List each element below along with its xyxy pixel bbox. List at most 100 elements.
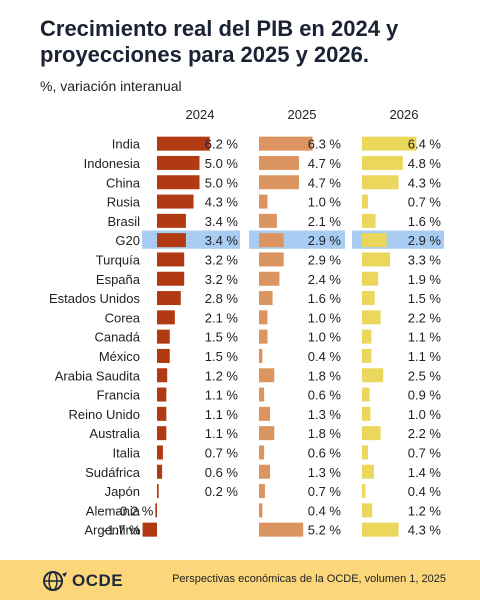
category-label: India (112, 137, 141, 152)
value-label-2026: 4.8 % (408, 156, 442, 171)
value-label-2025: 1.6 % (308, 291, 342, 306)
oecd-logo: OCDE (42, 570, 123, 592)
bar-2024 (157, 155, 200, 170)
category-label: Alemania (86, 503, 141, 518)
bar-2024 (157, 291, 181, 306)
bar-2025 (259, 310, 268, 325)
category-label: Canadá (94, 330, 140, 345)
category-label: Corea (105, 310, 141, 325)
bar-2024 (157, 426, 167, 441)
value-label-2025: 0.6 % (308, 445, 342, 460)
value-label-2026: 1.2 % (408, 503, 442, 518)
value-label-2024: 5.0 % (205, 156, 239, 171)
value-label-2025: 1.3 % (308, 407, 342, 422)
bar-2024 (157, 233, 186, 248)
bar-2026 (362, 522, 399, 537)
value-label-2026: 1.5 % (408, 291, 442, 306)
category-label: Francia (97, 388, 141, 403)
category-label: Sudáfrica (85, 465, 141, 480)
bar-2025 (259, 271, 280, 286)
bar-2024 (157, 194, 194, 209)
bar-2024 (157, 484, 159, 499)
bar-2025 (259, 387, 265, 402)
bar-2026 (362, 271, 379, 286)
value-label-2025: 5.2 % (308, 523, 342, 538)
value-label-2026: 0.9 % (408, 388, 442, 403)
value-label-2024: 5.0 % (205, 175, 239, 190)
bar-2024 (157, 329, 170, 344)
value-label-2025: 0.7 % (308, 484, 342, 499)
value-label-2025: 1.0 % (308, 310, 342, 325)
chart-title: Crecimiento real del PIB en 2024 y proye… (40, 16, 399, 67)
bar-2025 (259, 136, 313, 151)
category-label: China (106, 175, 141, 190)
bar-2026 (362, 348, 372, 363)
bar-2026 (362, 155, 403, 170)
bar-2025 (259, 233, 284, 248)
value-label-2026: 1.1 % (408, 330, 442, 345)
bar-2024 (157, 464, 163, 479)
bar-2026 (362, 310, 381, 325)
bar-2025 (259, 252, 284, 267)
footer-bar: OCDE Perspectivas económicas de la OCDE,… (0, 560, 480, 600)
value-label-2026: 2.5 % (408, 368, 442, 383)
bar-2024 (157, 348, 170, 363)
value-label-2025: 2.4 % (308, 272, 342, 287)
value-label-2026: 1.1 % (408, 349, 442, 364)
bar-2026 (362, 291, 375, 306)
value-label-2026: 2.9 % (408, 233, 442, 248)
value-label-2024: 0.6 % (205, 465, 239, 480)
value-label-2026: 0.7 % (408, 195, 442, 210)
value-label-2026: 4.3 % (408, 523, 442, 538)
bar-2025 (259, 445, 265, 460)
bar-2026 (362, 252, 391, 267)
value-label-2025: 2.9 % (308, 252, 342, 267)
category-label: Turquía (96, 252, 141, 267)
category-label: Argentina (84, 523, 140, 538)
bar-2025 (259, 155, 299, 170)
bar-2026 (362, 233, 387, 248)
bar-2026 (362, 426, 381, 441)
value-label-2026: 1.4 % (408, 465, 442, 480)
category-label: Japón (105, 484, 140, 499)
value-label-2025: 1.0 % (308, 195, 342, 210)
bar-2024 (157, 406, 167, 421)
bar-2026 (362, 464, 374, 479)
year-header-2024: 2024 (185, 107, 215, 122)
bar-2025 (259, 291, 273, 306)
category-label: España (96, 272, 141, 287)
bar-2026 (362, 175, 399, 190)
oecd-globe-icon (43, 571, 67, 591)
value-label-2025: 4.7 % (308, 175, 342, 190)
value-label-2026: 1.0 % (408, 407, 442, 422)
bar-2026 (362, 503, 373, 518)
chart-subtitle: %, variación interanual (40, 78, 182, 94)
value-label-2026: 2.2 % (408, 310, 442, 325)
value-label-2026: 4.3 % (408, 175, 442, 190)
bar-2025 (259, 406, 271, 421)
bar-2026 (362, 387, 370, 402)
bar-2025 (259, 426, 275, 441)
value-label-2024: 3.4 % (205, 214, 239, 229)
value-label-2025: 1.8 % (308, 368, 342, 383)
value-label-2024: -0.2 % (116, 503, 154, 518)
bar-2024 (157, 271, 185, 286)
category-label: Rusia (107, 195, 141, 210)
value-label-2025: 0.4 % (308, 503, 342, 518)
value-label-2025: 4.7 % (308, 156, 342, 171)
bar-2026 (362, 329, 372, 344)
value-label-2025: 2.1 % (308, 214, 342, 229)
value-label-2026: 1.6 % (408, 214, 442, 229)
value-label-2025: 1.8 % (308, 426, 342, 441)
bar-2024 (157, 136, 210, 151)
bar-2024 (157, 445, 163, 460)
category-label: Australia (89, 426, 140, 441)
value-label-2024: -1.7 % (103, 523, 141, 538)
value-label-2026: 0.7 % (408, 445, 442, 460)
bar-2025 (259, 329, 268, 344)
value-label-2024: 3.2 % (205, 252, 239, 267)
source-note: Perspectivas económicas de la OCDE, volu… (172, 573, 446, 585)
value-label-2025: 0.4 % (308, 349, 342, 364)
category-label: Indonesia (84, 156, 141, 171)
value-label-2025: 1.0 % (308, 330, 342, 345)
